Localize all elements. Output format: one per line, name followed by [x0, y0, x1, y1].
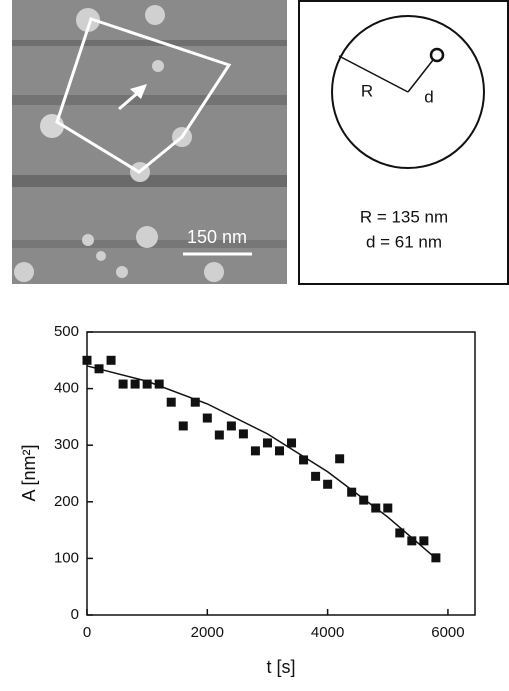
data-point: [118, 379, 128, 389]
data-point: [178, 421, 188, 431]
data-point: [202, 413, 212, 423]
data-point: [274, 446, 284, 456]
data-point: [190, 397, 200, 407]
y-tick-label: 0: [71, 606, 79, 623]
data-point: [359, 495, 369, 505]
data-point: [94, 364, 104, 374]
distance-text: d = 61 nm: [366, 232, 442, 251]
x-axis-label: t [s]: [266, 657, 295, 677]
data-point: [166, 397, 176, 407]
afm-particle: [204, 262, 224, 282]
x-tick-label: 6000: [431, 624, 464, 641]
afm-particle: [82, 234, 94, 246]
scale-bar-label: 150 nm: [187, 227, 247, 247]
data-point: [214, 430, 224, 440]
distance-label: d: [424, 87, 433, 106]
y-tick-label: 300: [54, 436, 79, 453]
afm-particle: [14, 262, 34, 282]
afm-particle: [96, 251, 106, 261]
outer-circle: [331, 15, 485, 169]
data-point: [347, 487, 357, 497]
data-point: [262, 438, 272, 448]
arrow-head: [130, 84, 147, 99]
afm-image: 150 nm: [12, 0, 287, 284]
data-point: [431, 553, 441, 563]
data-point: [371, 503, 381, 513]
distance-line: [407, 59, 434, 93]
afm-streak: [12, 40, 287, 46]
data-point: [299, 455, 309, 465]
schematic: R d R = 135 nm d = 61 nm: [298, 0, 509, 285]
data-point: [407, 536, 417, 546]
data-point: [383, 503, 393, 513]
data-point: [226, 421, 236, 431]
afm-particle: [76, 8, 100, 32]
y-tick-label: 400: [54, 380, 79, 397]
data-point: [82, 355, 92, 365]
hexagon-outline: [55, 17, 232, 174]
data-point: [395, 528, 405, 538]
data-point: [154, 379, 164, 389]
data-point: [130, 379, 140, 389]
afm-particle: [40, 114, 64, 138]
afm-particle: [152, 60, 164, 72]
afm-particle: [136, 226, 158, 248]
x-tick-label: 2000: [191, 624, 224, 641]
data-point: [142, 379, 152, 389]
data-point: [335, 454, 345, 464]
schematic-frame: [298, 0, 509, 285]
data-point: [311, 471, 321, 481]
y-tick-label: 100: [54, 549, 79, 566]
y-axis-label: A [nm²]: [19, 444, 39, 501]
y-tick-label: 500: [54, 323, 79, 340]
radius-label: R: [361, 81, 373, 100]
x-tick-label: 4000: [311, 624, 344, 641]
small-circle: [429, 47, 445, 63]
afm-particle: [145, 5, 165, 25]
data-point: [323, 479, 333, 489]
radius-text: R = 135 nm: [360, 207, 448, 226]
data-point: [250, 446, 260, 456]
data-point: [238, 429, 248, 439]
afm-streak: [12, 175, 287, 187]
fit-line: [86, 365, 437, 559]
plot-frame: [86, 331, 476, 616]
data-point: [106, 355, 116, 365]
x-tick-label: 0: [83, 624, 91, 641]
y-tick-label: 200: [54, 493, 79, 510]
radius-line: [338, 55, 409, 93]
data-point: [419, 536, 429, 546]
afm-particle: [116, 266, 128, 278]
data-point: [287, 438, 297, 448]
afm-streak: [12, 95, 287, 105]
